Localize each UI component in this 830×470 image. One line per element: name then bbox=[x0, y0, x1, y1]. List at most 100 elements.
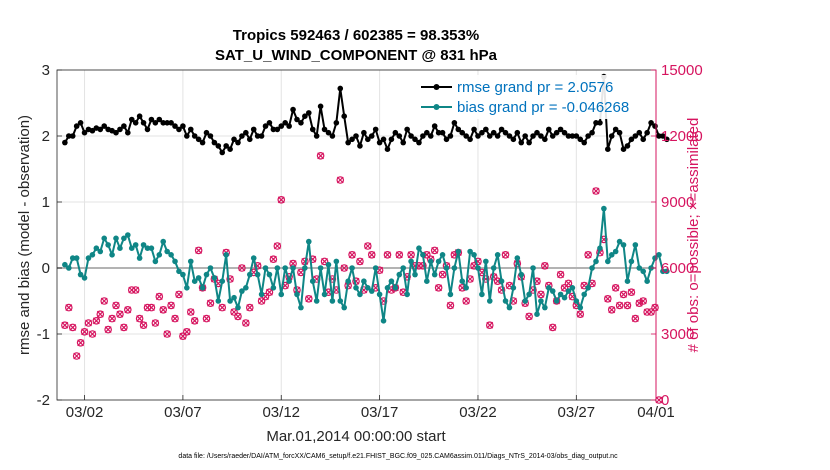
bias-point bbox=[101, 235, 108, 242]
rmse-point bbox=[620, 146, 627, 152]
obs-possible-point bbox=[124, 305, 132, 314]
y2-tick-label: 9000 bbox=[661, 194, 694, 211]
rmse-point bbox=[73, 123, 80, 129]
obs-possible-point bbox=[116, 310, 124, 319]
obs-assimilated-point bbox=[116, 310, 124, 318]
rmse-point bbox=[589, 129, 595, 136]
bias-point bbox=[309, 278, 316, 285]
bias-point bbox=[542, 304, 548, 311]
rmse-point bbox=[187, 126, 194, 133]
rmse-point bbox=[270, 126, 277, 133]
rmse-point bbox=[152, 120, 159, 126]
obs-assimilated-point bbox=[238, 264, 246, 272]
y-axis-right: 0 3000 6000 9000 12000 15000 bbox=[651, 62, 703, 409]
bias-point bbox=[471, 252, 477, 258]
bias-point bbox=[73, 255, 80, 261]
obs-possible-point bbox=[623, 301, 632, 310]
bias-point bbox=[518, 271, 525, 278]
bias-point bbox=[353, 285, 359, 291]
y-tick-label: 3 bbox=[42, 62, 50, 79]
bias-point bbox=[243, 285, 249, 291]
y-tick-label: 0 bbox=[42, 260, 50, 277]
rmse-point bbox=[412, 136, 418, 143]
bias-point bbox=[97, 248, 104, 255]
bias-point bbox=[333, 258, 340, 265]
bias-point bbox=[313, 298, 320, 304]
obs-assimilated-point bbox=[151, 319, 159, 327]
data-file-footnote: data file: /Users/raeder/DAI/ATM_forcXX/… bbox=[178, 453, 618, 460]
bias-point bbox=[274, 265, 281, 271]
bias-point bbox=[416, 245, 422, 251]
rmse-point bbox=[585, 133, 591, 139]
obs-assimilated-point bbox=[537, 290, 545, 298]
bias-point bbox=[66, 265, 72, 271]
obs-assimilated-point bbox=[104, 326, 112, 334]
rmse-point bbox=[121, 123, 127, 129]
x-tick-label: 03/07 bbox=[164, 404, 202, 421]
bias-point bbox=[597, 245, 603, 251]
obs-assimilated-point bbox=[624, 301, 631, 309]
bias-point bbox=[506, 304, 513, 311]
bias-point bbox=[125, 232, 131, 238]
obs-possible-point bbox=[186, 308, 195, 316]
obs-assimilated-point bbox=[565, 279, 572, 287]
obs-assimilated-point bbox=[81, 328, 88, 336]
rmse-point bbox=[199, 139, 206, 146]
obs-assimilated-point bbox=[627, 288, 635, 296]
obs-assimilated-point bbox=[447, 301, 454, 309]
bias-point bbox=[624, 278, 631, 285]
bias-point bbox=[605, 258, 611, 265]
obs-possible-point bbox=[348, 251, 356, 259]
bias-point bbox=[475, 265, 481, 271]
obs-assimilated-point bbox=[65, 304, 73, 312]
obs-assimilated-point bbox=[175, 290, 183, 298]
x-axis: 03/02 03/07 03/12 03/17 03/22 03/27 04/01 bbox=[66, 395, 675, 421]
obs-possible-point bbox=[92, 316, 101, 325]
obs-assimilated-point bbox=[183, 328, 191, 336]
obs-assimilated-point bbox=[604, 295, 612, 303]
bias-point bbox=[640, 268, 647, 275]
obs-possible-point bbox=[430, 246, 439, 255]
obs-possible-point bbox=[234, 312, 242, 321]
y-tick-label: -2 bbox=[37, 392, 50, 409]
rmse-point bbox=[125, 129, 131, 136]
rmse-point bbox=[211, 139, 218, 146]
obs-possible-point bbox=[383, 251, 392, 259]
bias-point bbox=[608, 252, 615, 258]
obs-possible-point bbox=[245, 303, 254, 312]
rmse-point bbox=[144, 126, 151, 133]
obs-possible-point bbox=[564, 279, 573, 288]
obs-possible-point bbox=[446, 301, 455, 310]
obs-assimilated-point bbox=[171, 315, 179, 323]
bias-point bbox=[467, 248, 473, 255]
rmse-point bbox=[392, 129, 399, 136]
rmse-point bbox=[427, 133, 434, 139]
rmse-point bbox=[388, 136, 395, 143]
rmse-point bbox=[640, 136, 647, 143]
bias-point bbox=[211, 275, 218, 281]
obs-assimilated-point bbox=[167, 301, 175, 309]
bias-point bbox=[278, 291, 285, 298]
rmse-point bbox=[538, 133, 544, 139]
obs-possible-point bbox=[627, 288, 636, 297]
bias-point bbox=[231, 294, 237, 301]
bias-point bbox=[286, 278, 292, 285]
bias-point bbox=[321, 291, 328, 298]
obs-possible-point bbox=[167, 301, 175, 310]
bias-point bbox=[561, 294, 568, 301]
rmse-point bbox=[97, 126, 104, 133]
rmse-point bbox=[628, 136, 635, 143]
obs-assimilated-point bbox=[132, 286, 140, 294]
rmse-point bbox=[573, 133, 580, 139]
rmse-point bbox=[266, 120, 273, 126]
rmse-point bbox=[565, 133, 572, 139]
bias-point bbox=[62, 261, 68, 268]
rmse-point bbox=[298, 120, 304, 126]
obs-possible-point bbox=[651, 303, 659, 312]
bias-point bbox=[628, 258, 635, 265]
bias-point bbox=[199, 285, 206, 291]
obs-assimilated-point bbox=[305, 295, 313, 303]
obs-assimilated-point bbox=[266, 288, 273, 296]
obs-assimilated-point bbox=[639, 297, 647, 305]
obs-possible-point bbox=[171, 314, 179, 323]
